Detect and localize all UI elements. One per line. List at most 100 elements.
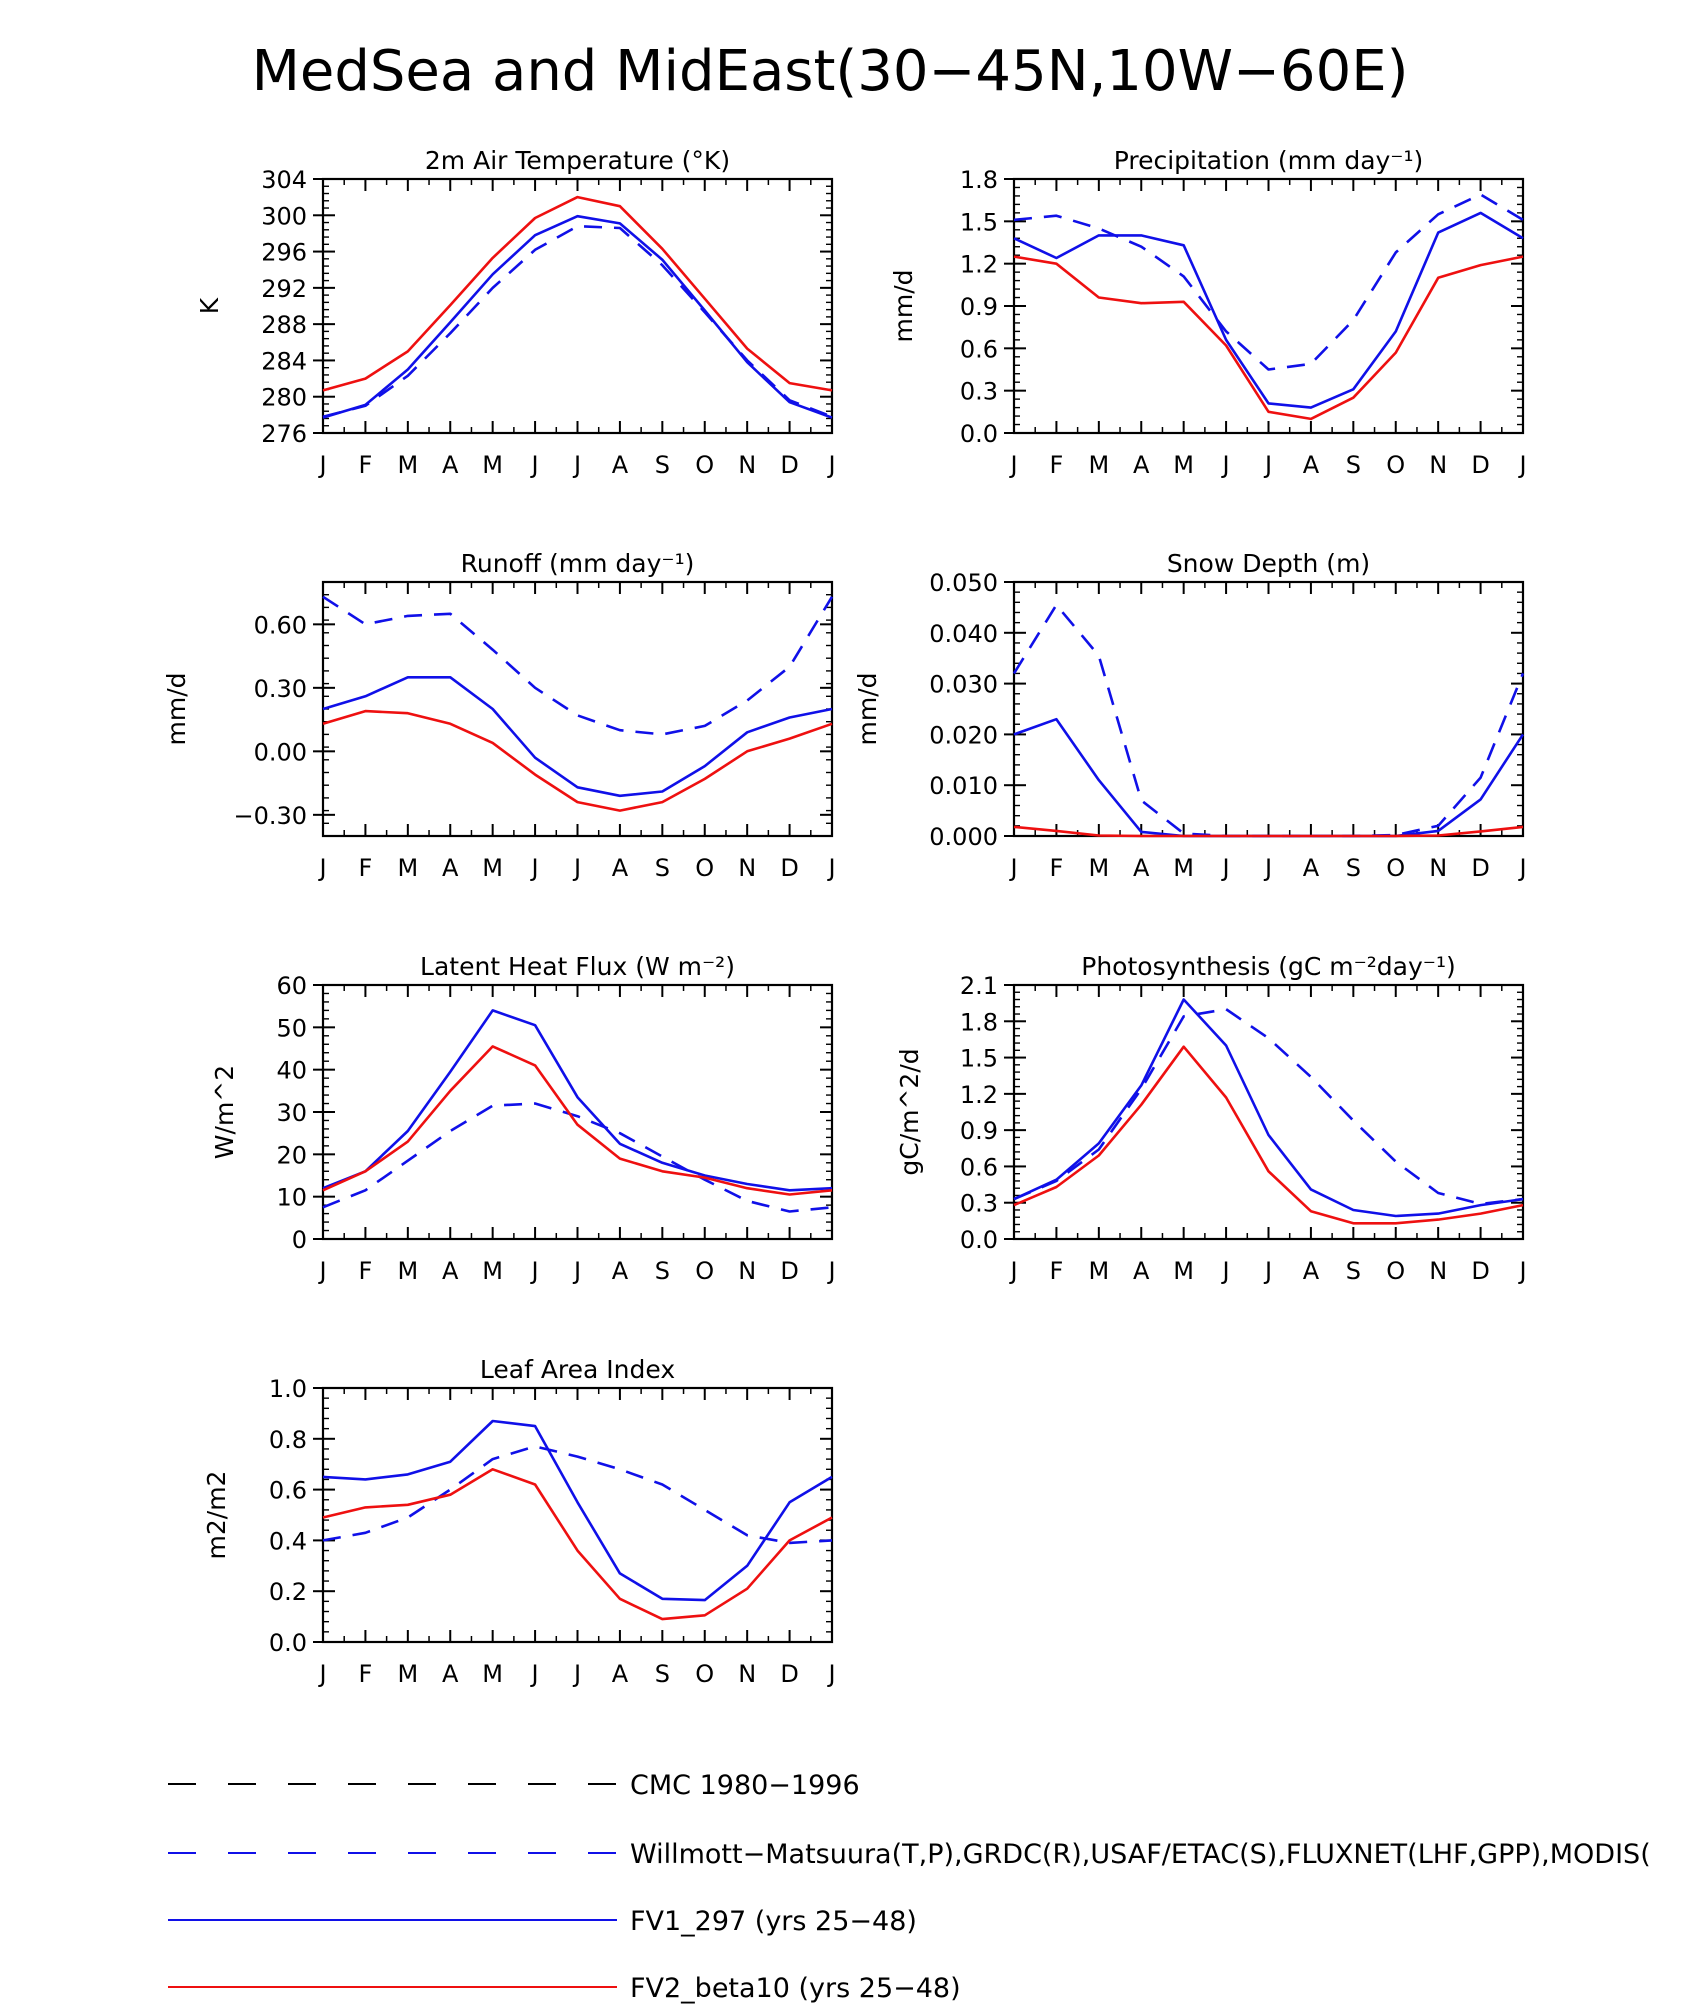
x-tick-label: A	[612, 854, 629, 882]
x-tick-label: A	[1133, 854, 1150, 882]
x-tick-label: A	[442, 1257, 459, 1285]
y-tick-label: 0.6	[269, 1477, 307, 1505]
legend-label-cmc: CMC 1980−1996	[630, 1770, 860, 1801]
y-tick-label: 300	[261, 202, 307, 230]
y-axis-label: mm/d	[853, 673, 882, 746]
y-tick-label: 0.6	[960, 1153, 998, 1181]
y-tick-label: 0.3	[960, 1190, 998, 1218]
x-tick-label: J	[317, 451, 326, 479]
panel-title: Leaf Area Index	[480, 1355, 675, 1384]
x-tick-label: J	[826, 1257, 835, 1285]
x-tick-label: J	[317, 1660, 326, 1688]
x-tick-label: O	[1386, 854, 1405, 882]
x-tick-label: J	[826, 451, 835, 479]
series-line-fv1	[322, 214, 833, 419]
x-tick-label: M	[1088, 1257, 1109, 1285]
x-tick-label: A	[612, 1660, 629, 1688]
x-tick-label: J	[1221, 854, 1230, 882]
series-line-fv2	[1013, 255, 1524, 421]
y-tick-label: 30	[276, 1099, 307, 1127]
y-tick-label: 0.050	[929, 569, 998, 597]
x-tick-label: J	[1008, 451, 1017, 479]
x-tick-label: F	[359, 451, 373, 479]
plot-frame	[321, 983, 834, 1241]
y-tick-label: 284	[261, 347, 307, 375]
y-tick-label: 0.9	[960, 293, 998, 321]
y-tick-label: 0.8	[269, 1426, 307, 1454]
x-tick-label: J	[1008, 854, 1017, 882]
x-tick-label: D	[780, 854, 798, 882]
x-tick-label: F	[359, 1257, 373, 1285]
x-tick-label: J	[1517, 1257, 1526, 1285]
series-line-obs	[322, 224, 833, 418]
y-tick-label: 276	[261, 420, 307, 448]
x-tick-label: J	[572, 1257, 581, 1285]
panel-title: Precipitation (mm day⁻¹)	[1114, 146, 1424, 175]
x-tick-label: J	[1263, 1257, 1272, 1285]
x-tick-label: N	[738, 451, 756, 479]
x-tick-label: F	[1050, 451, 1064, 479]
x-tick-label: J	[572, 854, 581, 882]
x-tick-label: D	[780, 1257, 798, 1285]
series-line-fv1	[1013, 998, 1524, 1218]
y-tick-label: 1.5	[960, 208, 998, 236]
x-tick-label: M	[482, 854, 503, 882]
plot-frame	[1012, 177, 1525, 435]
y-axis-label: m2/m2	[202, 1471, 231, 1560]
y-axis-label: W/m^2	[210, 1065, 239, 1159]
y-tick-label: 0.2	[269, 1578, 307, 1606]
panel-title: Latent Heat Flux (W m⁻²)	[420, 952, 735, 981]
y-tick-label: 0.0	[960, 420, 998, 448]
figure-title: MedSea and MidEast(30−45N,10W−60E)	[252, 39, 1409, 104]
series-line-obs	[322, 1445, 833, 1545]
y-tick-label: 0.00	[254, 738, 307, 766]
x-tick-label: N	[1429, 1257, 1447, 1285]
x-tick-label: A	[442, 854, 459, 882]
x-tick-label: F	[1050, 1257, 1064, 1285]
x-tick-label: J	[1221, 1257, 1230, 1285]
y-tick-label: 0.040	[929, 620, 998, 648]
y-tick-label: 0.0	[269, 1629, 307, 1657]
y-axis-label: mm/d	[162, 673, 191, 746]
x-tick-label: J	[1517, 451, 1526, 479]
plot-frame	[321, 580, 834, 838]
x-tick-label: J	[317, 854, 326, 882]
x-tick-label: J	[530, 854, 539, 882]
y-tick-label: 1.8	[960, 166, 998, 194]
x-tick-label: J	[1263, 451, 1272, 479]
legend: CMC 1980−1996 Willmott−Matsuura(T,P),GRDC…	[168, 1770, 1651, 2004]
x-tick-label: D	[1471, 1257, 1489, 1285]
x-tick-label: S	[1346, 854, 1361, 882]
x-tick-label: N	[738, 854, 756, 882]
x-tick-label: M	[1088, 854, 1109, 882]
x-tick-label: D	[1471, 451, 1489, 479]
x-tick-label: F	[359, 1660, 373, 1688]
legend-label-fv1: FV1_297 (yrs 25−48)	[630, 1906, 917, 1937]
x-tick-label: J	[1008, 1257, 1017, 1285]
x-tick-label: F	[1050, 854, 1064, 882]
x-tick-label: M	[482, 451, 503, 479]
x-tick-label: N	[738, 1660, 756, 1688]
y-axis-label: gC/m^2/d	[895, 1048, 924, 1175]
plot-frame	[1012, 580, 1525, 838]
x-tick-label: M	[397, 1660, 418, 1688]
y-tick-label: 1.0	[269, 1375, 307, 1403]
x-tick-label: S	[1346, 1257, 1361, 1285]
y-tick-label: 0.000	[929, 823, 998, 851]
x-tick-label: D	[780, 1660, 798, 1688]
y-tick-label: 304	[261, 166, 307, 194]
panel-title: Snow Depth (m)	[1167, 549, 1370, 578]
x-tick-label: A	[1303, 854, 1320, 882]
y-tick-label: 2.1	[960, 972, 998, 1000]
y-tick-label: 0.60	[254, 611, 307, 639]
x-tick-label: S	[655, 451, 670, 479]
panel-1: J F M A M J J A S O N D J2762802842882922963003042m …	[195, 146, 836, 479]
y-tick-label: 0	[292, 1226, 307, 1254]
y-tick-label: 40	[276, 1057, 307, 1085]
x-tick-label: N	[1429, 451, 1447, 479]
x-tick-label: A	[442, 1660, 459, 1688]
x-tick-label: A	[612, 1257, 629, 1285]
panel-4: J F M A M J J A S O N D J0.0000.0100.0200.0300.0400.…	[853, 549, 1527, 882]
